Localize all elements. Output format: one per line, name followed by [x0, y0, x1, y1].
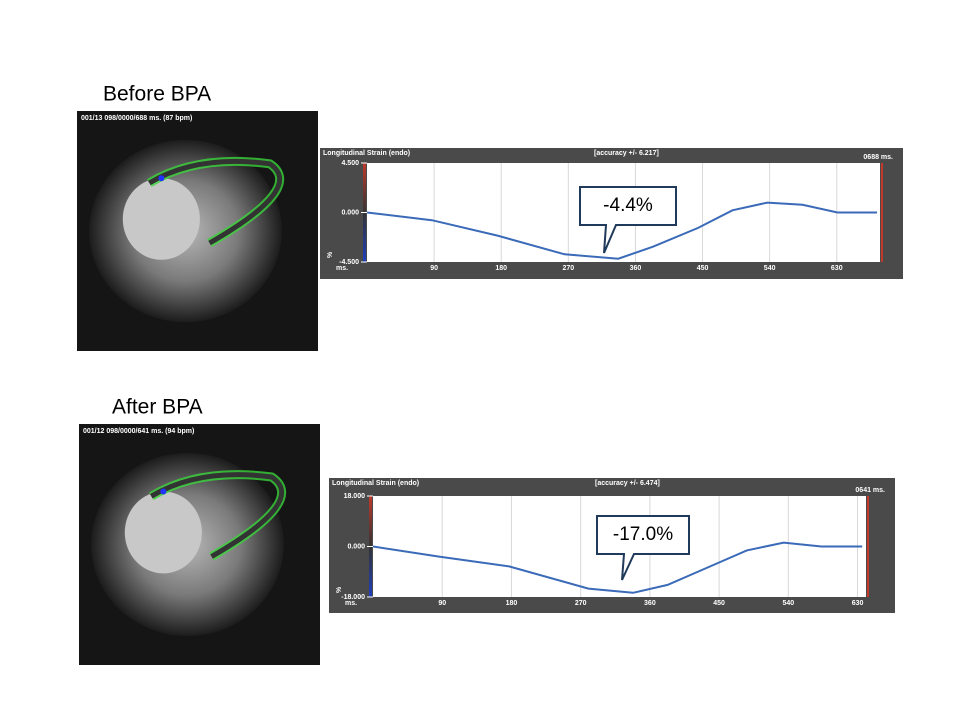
edge-strip [881, 163, 883, 262]
myocardium-inner [148, 158, 283, 246]
time-label: 0688 ms. [863, 154, 893, 161]
strain-line [366, 201, 877, 260]
panel-label: Before BPA [103, 83, 211, 106]
y-tick-label: 4.500 [341, 160, 359, 167]
mri-chamber [122, 178, 200, 260]
y-tick-label: 0.000 [341, 209, 359, 216]
landmark [158, 175, 165, 182]
chart-title: Longitudinal Strain (endo) [323, 150, 410, 157]
x-tick-label: 450 [713, 600, 725, 607]
x-tick-label: 450 [697, 265, 709, 272]
annotation: -17.0% [613, 524, 673, 545]
callout [596, 515, 690, 581]
y-tick-label: -4.500 [339, 259, 359, 266]
landmark [160, 488, 167, 495]
chart-subtitle: [accuracy +/- 6.217] [594, 150, 659, 157]
y-tick-label: -18.000 [341, 594, 365, 601]
chart-subtitle: [accuracy +/- 6.474] [595, 480, 660, 487]
annotation: -4.4% [603, 195, 653, 216]
mri-chamber [124, 491, 202, 574]
x-tick-label: 630 [852, 600, 864, 607]
x-tick-label: 90 [430, 265, 438, 272]
x-tick-label: 180 [495, 265, 507, 272]
image-caption: 001/12 098/0000/641 ms. (94 bpm) [83, 428, 194, 435]
x-tick-label: 540 [764, 265, 776, 272]
y-tick-label: 0.000 [347, 543, 365, 550]
x-tick-label: 180 [506, 600, 518, 607]
chart-title: Longitudinal Strain (endo) [332, 480, 419, 487]
x-tick-label: 360 [644, 600, 656, 607]
panel-label: After BPA [112, 396, 203, 419]
y-axis-label: % [336, 586, 343, 593]
myocardium-inner [150, 472, 285, 559]
x-tick-label: 540 [782, 600, 794, 607]
x-tick-label: 360 [630, 265, 642, 272]
edge-strip [867, 496, 869, 597]
x-axis-label: ms. [345, 600, 357, 607]
image-caption: 001/13 098/0000/688 ms. (87 bpm) [81, 115, 192, 122]
strain-line [372, 541, 863, 594]
time-label: 0641 ms. [855, 487, 885, 494]
x-tick-label: 630 [831, 265, 843, 272]
x-axis-label: ms. [336, 265, 348, 272]
x-tick-label: 270 [562, 265, 574, 272]
callout [579, 186, 677, 254]
x-tick-label: 90 [438, 600, 446, 607]
y-tick-label: 18.000 [344, 493, 366, 500]
y-axis-label: % [327, 251, 334, 258]
x-tick-label: 270 [575, 600, 587, 607]
